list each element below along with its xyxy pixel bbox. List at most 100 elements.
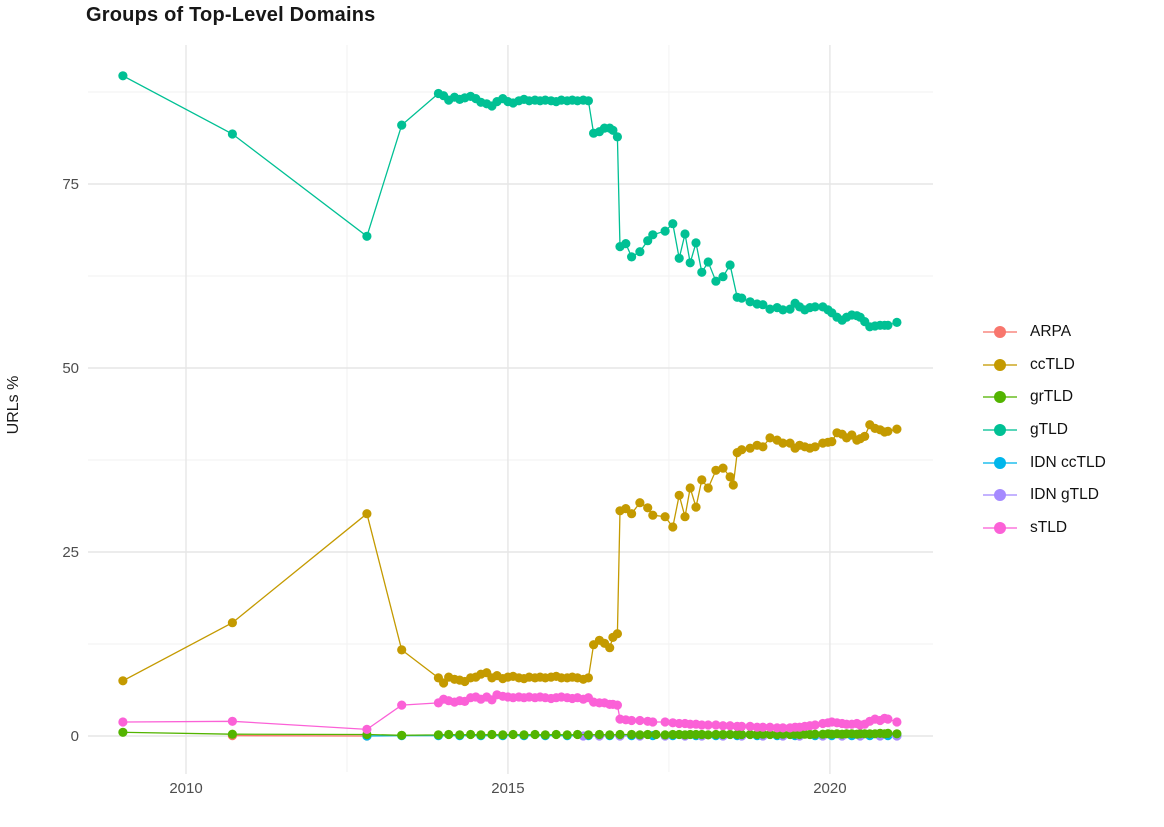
- chart-title: Groups of Top-Level Domains: [86, 4, 376, 26]
- data-point: [583, 730, 594, 740]
- data-point: [691, 238, 701, 248]
- legend-key-icon: [983, 487, 1017, 503]
- data-point: [648, 717, 658, 727]
- legend: ARPA ccTLD grTLD gTLD IDN ccTLD IDN gTLD sTLD: [983, 316, 1106, 544]
- data-point: [668, 522, 678, 532]
- data-point: [703, 720, 713, 730]
- data-point: [711, 465, 721, 475]
- legend-entry-label: grTLD: [1030, 388, 1074, 406]
- data-point: [718, 463, 728, 473]
- data-point: [551, 729, 561, 740]
- legend-entry-cctld: ccTLD: [983, 349, 1106, 382]
- data-point: [605, 730, 615, 740]
- gridlines: [88, 45, 933, 774]
- data-point: [612, 700, 623, 710]
- legend-key-icon: [983, 520, 1017, 536]
- data-point: [728, 480, 738, 490]
- x-tick-label: 2015: [491, 780, 524, 797]
- data-point: [725, 260, 735, 270]
- legend-entry-label: IDN ccTLD: [1030, 453, 1106, 471]
- data-point: [697, 720, 707, 730]
- data-point: [498, 730, 508, 740]
- data-point: [562, 730, 572, 740]
- data-point: [362, 724, 372, 735]
- legend-entry-label: ccTLD: [1030, 355, 1075, 373]
- series-line: [122, 75, 898, 328]
- data-point: [810, 302, 820, 312]
- data-point: [765, 304, 775, 314]
- data-point: [660, 512, 670, 522]
- data-point: [892, 424, 902, 434]
- data-point: [685, 258, 695, 268]
- data-point: [697, 267, 707, 277]
- data-point: [810, 720, 820, 730]
- data-point: [668, 729, 678, 740]
- data-point: [737, 721, 747, 732]
- legend-entry-label: gTLD: [1030, 421, 1068, 439]
- series-grtld: [118, 727, 902, 740]
- data-point: [583, 96, 594, 106]
- data-point: [892, 729, 902, 739]
- data-point: [433, 730, 443, 740]
- data-point: [718, 729, 728, 740]
- data-point: [703, 483, 713, 493]
- legend-entry-gtld: gTLD: [983, 414, 1106, 447]
- data-point: [362, 509, 372, 519]
- data-point: [627, 715, 637, 726]
- legend-key-icon: [983, 422, 1017, 438]
- y-tick-label: 75: [62, 176, 79, 193]
- data-point: [668, 219, 678, 229]
- data-point: [718, 272, 728, 282]
- data-point: [635, 247, 645, 257]
- data-point: [397, 700, 407, 710]
- data-point: [583, 673, 594, 683]
- data-point: [810, 729, 820, 739]
- data-point: [883, 728, 893, 739]
- data-point: [778, 305, 788, 315]
- data-point: [685, 483, 695, 493]
- x-tick-label: 2010: [169, 780, 202, 797]
- data-point: [605, 643, 615, 653]
- data-point: [765, 433, 775, 443]
- data-point: [118, 71, 128, 81]
- data-point: [397, 730, 407, 740]
- data-point: [608, 125, 618, 135]
- legend-entry-arpa: ARPA: [983, 316, 1106, 349]
- data-point: [508, 729, 518, 740]
- data-point: [860, 431, 870, 441]
- data-point: [635, 730, 645, 740]
- data-point: [892, 317, 902, 327]
- legend-entry-grtld: grTLD: [983, 381, 1106, 414]
- data-point: [711, 720, 721, 730]
- data-point: [711, 729, 721, 740]
- legend-key-icon: [983, 324, 1017, 340]
- data-point: [758, 300, 768, 310]
- data-point: [765, 722, 775, 732]
- series-stld: [118, 690, 902, 735]
- data-point: [397, 645, 407, 655]
- y-tick-label: 25: [62, 544, 79, 561]
- data-point: [703, 730, 713, 740]
- data-point: [519, 730, 529, 740]
- legend-entry-idn-cctld: IDN ccTLD: [983, 446, 1106, 479]
- data-point: [883, 714, 893, 724]
- data-point: [397, 120, 407, 130]
- series-cctld: [118, 420, 902, 688]
- data-point: [118, 727, 128, 737]
- data-point: [711, 276, 721, 286]
- legend-key-icon: [983, 389, 1017, 405]
- data-point: [572, 729, 583, 740]
- data-point: [737, 729, 747, 740]
- data-point: [680, 229, 690, 239]
- legend-entry-label: ARPA: [1030, 323, 1072, 341]
- data-point: [118, 676, 128, 686]
- data-point: [648, 510, 658, 520]
- legend-entry-idn-gtld: IDN gTLD: [983, 479, 1106, 512]
- data-point: [778, 723, 788, 733]
- data-point: [691, 502, 701, 512]
- data-point: [227, 729, 237, 739]
- data-point: [680, 512, 690, 522]
- data-point: [612, 629, 623, 639]
- data-point: [745, 443, 755, 453]
